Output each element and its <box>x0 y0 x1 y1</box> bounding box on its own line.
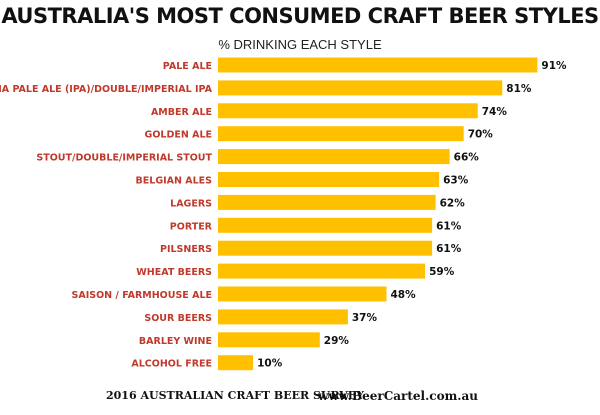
category-label: INDIA PALE ALE (IPA)/DOUBLE/IMPERIAL IPA <box>0 84 213 95</box>
value-label: 70% <box>468 129 494 141</box>
value-label: 91% <box>541 60 567 72</box>
bar <box>218 57 538 73</box>
value-label: 61% <box>436 243 462 255</box>
category-label: ALCOHOL FREE <box>131 359 212 370</box>
bar <box>218 217 433 233</box>
category-label: LAGERS <box>170 198 212 209</box>
bar <box>218 194 436 210</box>
category-label: AMBER ALE <box>151 107 212 118</box>
chart-title: AUSTRALIA'S MOST CONSUMED CRAFT BEER STY… <box>1 4 599 28</box>
bar <box>218 286 387 302</box>
category-label: BELGIAN ALES <box>136 176 213 187</box>
bar <box>218 263 426 279</box>
category-label: STOUT/DOUBLE/IMPERIAL STOUT <box>36 153 212 164</box>
category-label: SAISON / FARMHOUSE ALE <box>72 290 212 301</box>
value-label: 48% <box>390 289 416 301</box>
bar <box>218 355 254 371</box>
bar <box>218 309 348 325</box>
bar <box>218 80 503 96</box>
bar <box>218 103 478 119</box>
value-label: 59% <box>429 266 455 278</box>
bar <box>218 332 320 348</box>
category-label: PALE ALE <box>163 61 212 72</box>
value-label: 81% <box>506 83 532 95</box>
category-label: PORTER <box>170 221 213 232</box>
value-label: 29% <box>324 335 350 347</box>
website-link[interactable]: www.BeerCartel.com.au <box>318 389 478 403</box>
value-label: 63% <box>443 175 469 187</box>
category-label: PILSNERS <box>160 244 212 255</box>
value-label: 74% <box>482 106 508 118</box>
bar <box>218 172 440 187</box>
category-label: WHEAT BEERS <box>136 267 212 278</box>
value-label: 10% <box>257 358 283 370</box>
bar <box>218 126 464 142</box>
category-label: SOUR BEERS <box>144 313 212 324</box>
survey-credit: 2016 AUSTRALIAN CRAFT BEER SURVEY <box>106 389 365 402</box>
category-label: GOLDEN ALE <box>145 130 212 141</box>
footer: 2016 AUSTRALIAN CRAFT BEER SURVEY www.Be… <box>0 389 600 409</box>
value-label: 61% <box>436 220 462 232</box>
value-label: 37% <box>352 312 378 324</box>
category-label: BARLEY WINE <box>139 336 212 347</box>
bar <box>218 149 450 165</box>
bar <box>218 240 433 256</box>
value-label: 62% <box>440 197 466 209</box>
chart-subtitle: % DRINKING EACH STYLE <box>218 37 382 52</box>
value-label: 66% <box>454 152 480 164</box>
